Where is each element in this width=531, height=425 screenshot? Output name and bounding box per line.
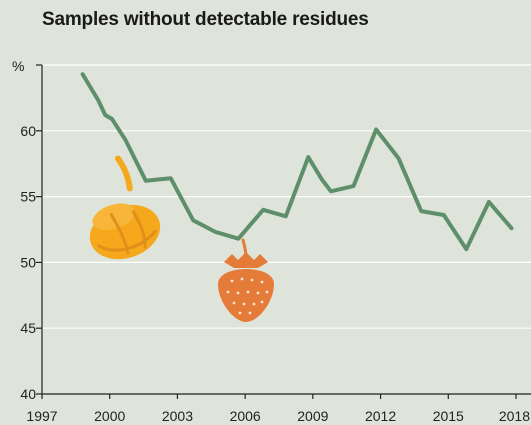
- bell-pepper-icon: [89, 155, 161, 260]
- data-point: [329, 189, 333, 193]
- x-tick-label: 2015: [433, 408, 464, 424]
- data-point: [191, 218, 195, 222]
- data-point: [487, 200, 491, 204]
- data-point: [261, 208, 265, 212]
- data-point: [144, 179, 148, 183]
- data-point: [110, 117, 114, 121]
- strawberry-icon: [218, 238, 274, 322]
- gridlines: [42, 64, 531, 329]
- x-tick-label: 2003: [162, 408, 193, 424]
- x-tick-label: 2006: [230, 408, 261, 424]
- data-points: [81, 72, 513, 251]
- data-point: [419, 209, 423, 213]
- data-point: [442, 213, 446, 217]
- data-point: [464, 247, 468, 251]
- data-point: [96, 99, 100, 103]
- x-tick-label: 2009: [297, 408, 328, 424]
- data-point: [103, 113, 107, 117]
- y-axis-unit: %: [12, 58, 24, 74]
- x-tick-label: 1997: [26, 408, 57, 424]
- data-point: [169, 176, 173, 180]
- x-tick-labels: 1997 2000 2003 2006 2009 2012 2015 2018: [26, 408, 530, 424]
- data-point: [306, 155, 310, 159]
- x-tick-label: 2018: [499, 408, 530, 424]
- y-tick-labels: 40 45 50 55 60: [20, 123, 36, 402]
- chart-title: Samples without detectable residues: [42, 9, 369, 30]
- data-point: [284, 214, 288, 218]
- data-point: [124, 138, 128, 142]
- data-point: [351, 184, 355, 188]
- data-point: [509, 226, 513, 230]
- y-tick-label: 50: [20, 254, 36, 270]
- y-tick-label: 60: [20, 123, 36, 139]
- data-point: [397, 156, 401, 160]
- x-tick-label: 2012: [365, 408, 396, 424]
- data-point: [214, 230, 218, 234]
- data-point: [236, 237, 240, 241]
- data-point: [374, 127, 378, 131]
- y-tick-label: 55: [20, 189, 36, 205]
- axes: [36, 64, 531, 399]
- x-tick-label: 2000: [94, 408, 125, 424]
- y-tick-label: 45: [20, 320, 36, 336]
- y-tick-label: 40: [20, 386, 36, 402]
- data-point: [81, 72, 85, 76]
- data-point: [320, 177, 324, 181]
